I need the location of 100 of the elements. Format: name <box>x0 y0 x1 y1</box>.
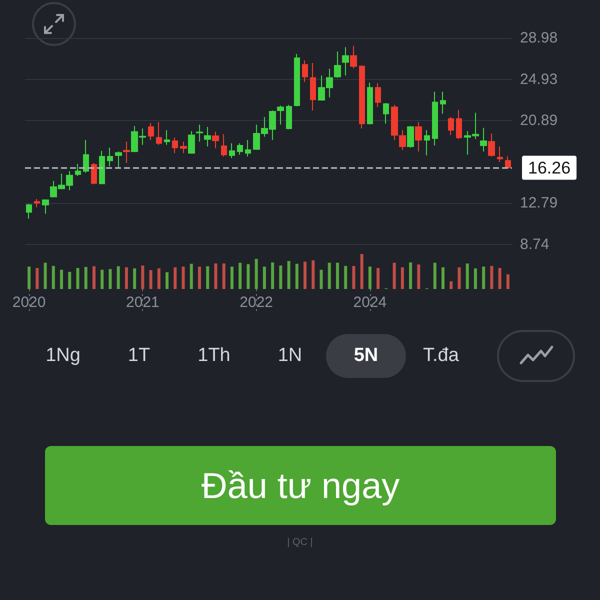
bar <box>490 266 494 289</box>
bar <box>214 263 218 289</box>
candlestick <box>91 162 97 185</box>
bar <box>206 266 210 289</box>
bar <box>433 262 436 289</box>
bar <box>304 262 307 289</box>
y-tick-label: 28.98 <box>520 30 558 46</box>
bar <box>360 254 364 289</box>
candlestick <box>172 137 178 154</box>
candlestick <box>342 46 349 76</box>
candlestick <box>180 141 187 154</box>
bar <box>450 281 453 289</box>
bar <box>182 266 185 289</box>
bar <box>458 267 461 289</box>
candlestick <box>245 140 251 157</box>
candlestick <box>367 82 373 125</box>
bar <box>376 268 380 289</box>
bar <box>474 268 477 289</box>
bar <box>157 268 160 289</box>
candlestick <box>107 147 113 167</box>
text: 1Th <box>196 344 232 368</box>
candlestick <box>424 130 430 156</box>
bar <box>68 272 72 289</box>
candlestick <box>148 122 154 141</box>
bar <box>52 266 55 289</box>
bar <box>124 267 128 289</box>
x-tick-label: 2024 <box>353 294 387 311</box>
candlestick <box>26 203 32 220</box>
candlestick <box>229 142 235 159</box>
candlestick <box>237 142 243 156</box>
candlestick <box>375 82 381 108</box>
candlestick <box>302 60 308 82</box>
x-tick-label: 2021 <box>126 294 160 311</box>
bar <box>417 264 420 289</box>
candlestick <box>115 150 122 168</box>
bar <box>174 267 177 289</box>
y-tick-label: 12.79 <box>520 194 558 212</box>
candlestick <box>34 198 40 208</box>
bar <box>336 262 339 289</box>
candlestick <box>123 141 130 164</box>
bar <box>368 266 372 289</box>
candlestick <box>75 163 81 177</box>
candlestick <box>448 116 454 136</box>
candlestick <box>488 132 495 157</box>
candlestick <box>196 124 203 142</box>
y-tick-label: 8.74 <box>520 236 550 253</box>
bar <box>498 268 502 289</box>
candlestick <box>407 125 414 148</box>
bar <box>36 268 39 289</box>
bar <box>271 262 274 289</box>
bar <box>312 260 315 289</box>
candlestick <box>99 150 105 185</box>
bar <box>442 267 445 289</box>
candlestick <box>188 130 195 154</box>
bar <box>100 270 104 289</box>
bar <box>60 270 64 289</box>
text: 1N <box>276 344 304 368</box>
candlestick <box>432 91 438 146</box>
candlestick <box>204 126 211 148</box>
bar <box>149 270 152 289</box>
bar <box>141 266 144 289</box>
bar <box>84 266 88 289</box>
bar <box>133 268 136 289</box>
candlestick <box>310 62 316 112</box>
bar <box>28 266 31 289</box>
text: 1T <box>126 344 152 368</box>
bar <box>287 261 290 289</box>
bar <box>166 272 169 289</box>
bar <box>76 268 80 289</box>
candlestick <box>359 65 365 129</box>
x-tick-label: 2022 <box>240 294 274 311</box>
bar <box>44 262 47 289</box>
bar <box>482 266 486 289</box>
bar <box>409 262 412 289</box>
bar <box>392 262 396 289</box>
ref-line-label: 16.26 <box>528 158 571 178</box>
bar <box>506 274 510 289</box>
candlestick <box>156 121 162 146</box>
candlestick <box>350 45 357 69</box>
bar <box>198 266 202 289</box>
candlestick <box>480 127 487 152</box>
candlestick <box>383 102 389 124</box>
text: T.đa <box>422 344 460 368</box>
bar <box>466 263 469 289</box>
bar <box>92 266 96 289</box>
bar <box>295 264 298 289</box>
bar <box>254 258 258 289</box>
bar <box>279 266 282 289</box>
bar <box>108 269 112 289</box>
bar <box>262 266 266 289</box>
bar <box>344 266 348 289</box>
bar <box>222 263 226 289</box>
bar <box>190 264 193 289</box>
bar <box>246 264 250 289</box>
y-tick-label: 20.89 <box>520 112 558 130</box>
candlestick <box>286 104 292 130</box>
candlestick <box>456 109 462 140</box>
bar <box>116 266 120 289</box>
candlestick <box>42 198 49 214</box>
bar <box>400 267 404 289</box>
